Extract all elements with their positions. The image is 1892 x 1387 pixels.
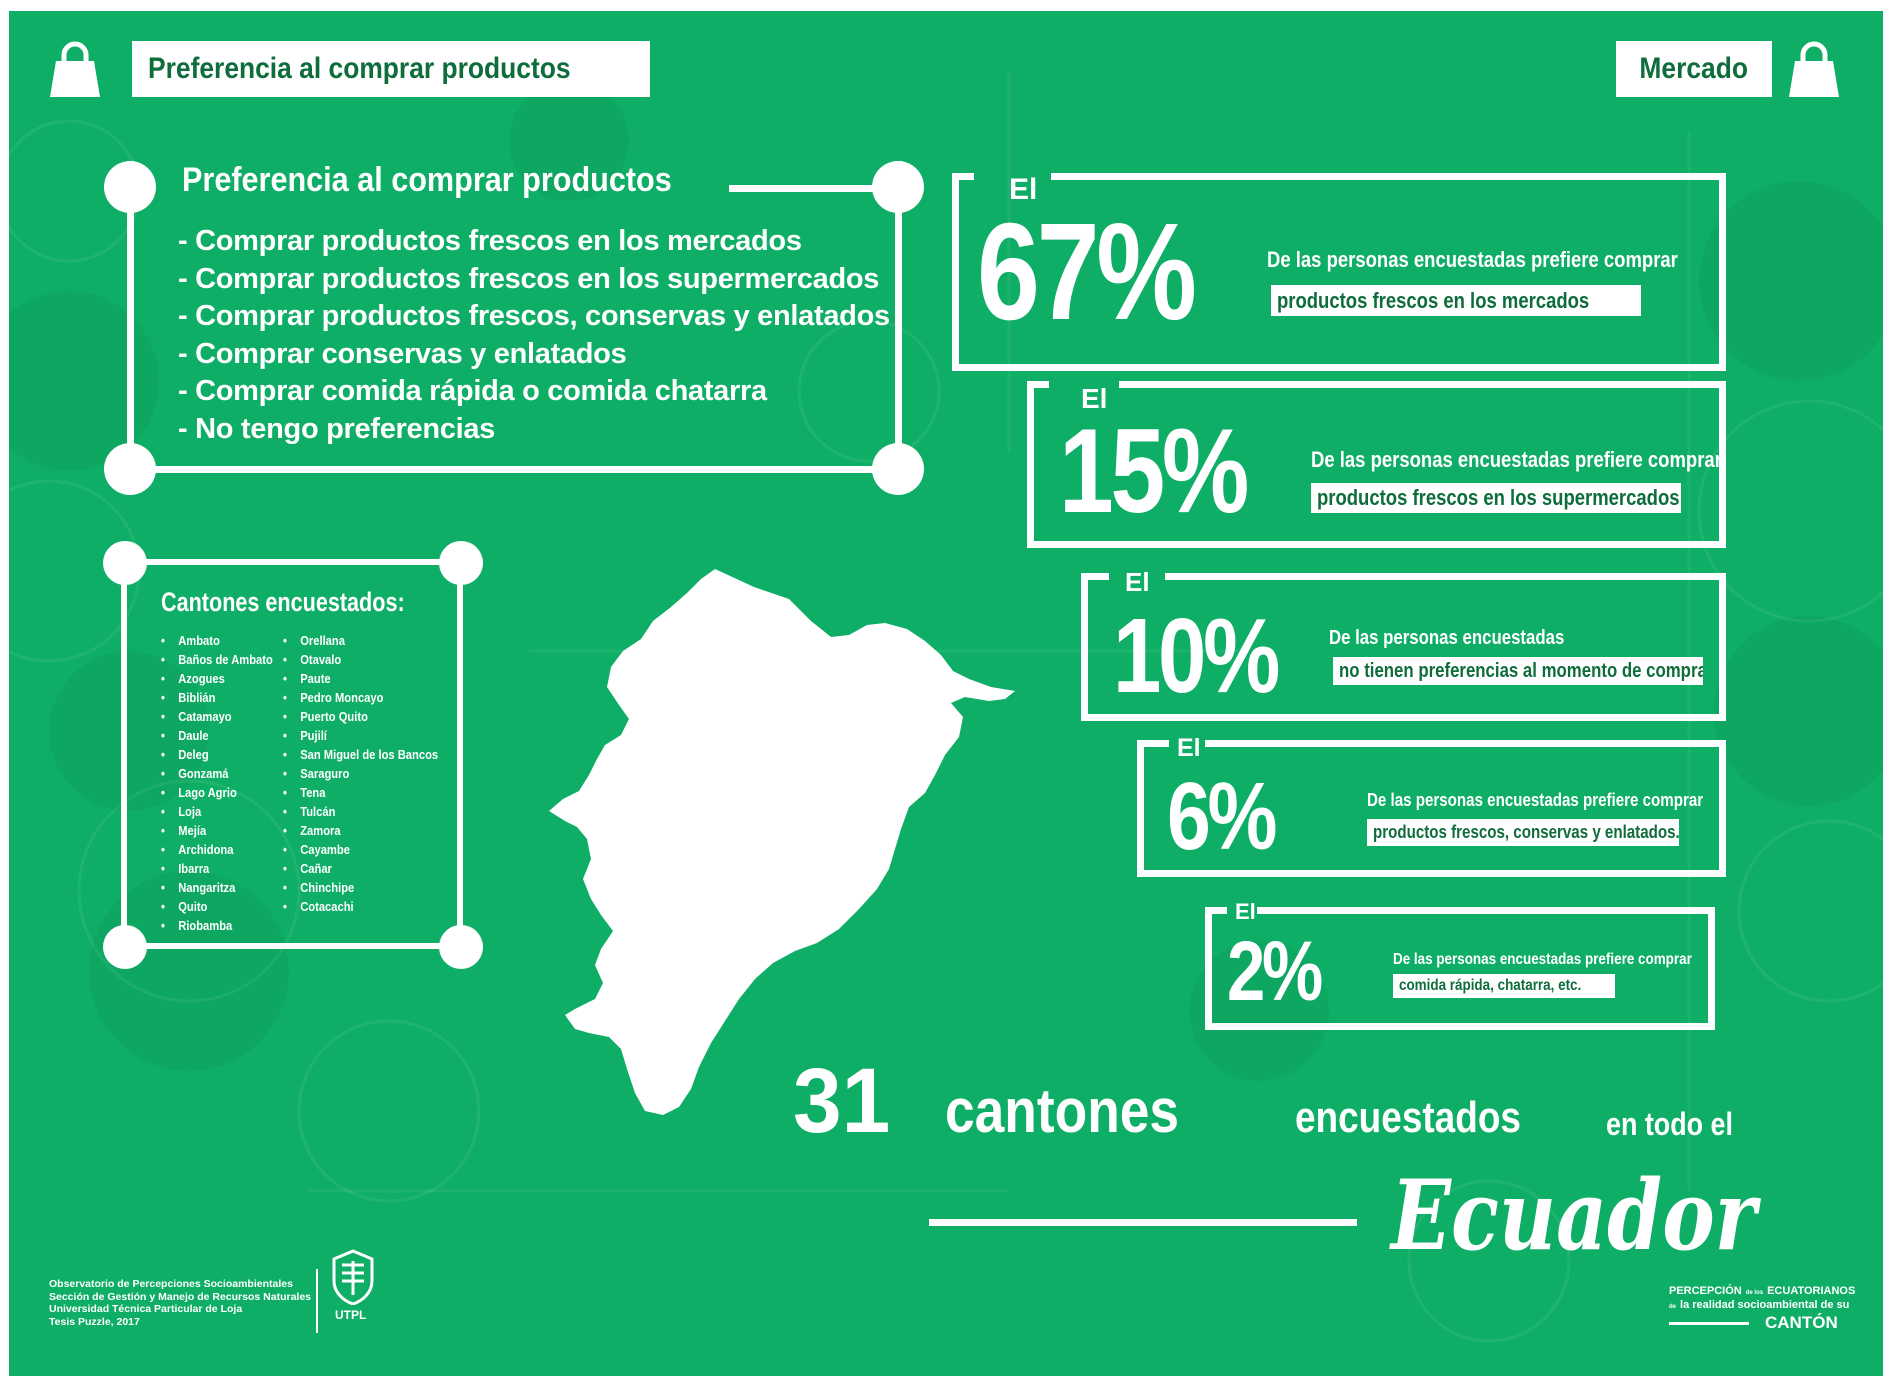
canton-item: Quito bbox=[161, 897, 273, 916]
preference-item: - No tengo preferencias bbox=[178, 412, 495, 445]
stat-percent: 10% bbox=[1113, 597, 1280, 715]
canton-item: Daule bbox=[161, 726, 273, 745]
stat-description: De las personas encuestadas prefiere com… bbox=[1367, 790, 1704, 810]
canton-item: Riobamba bbox=[161, 916, 273, 935]
footer-credits: Observatorio de Percepciones Socioambien… bbox=[49, 1278, 311, 1328]
cantons-column-2: Orellana Otavalo Paute Pedro Moncayo Pue… bbox=[283, 631, 438, 916]
brand-canton: CANTÓN bbox=[1765, 1313, 1838, 1332]
canton-item: Mejía bbox=[161, 821, 273, 840]
stat-percent: 67% bbox=[977, 195, 1197, 349]
canton-item: San Miguel de los Bancos bbox=[283, 745, 438, 764]
summary-cantones: cantones bbox=[945, 1077, 1180, 1146]
brand-line2b: la realidad socioambiental de su bbox=[1680, 1299, 1850, 1311]
stat-description: De las personas encuestadas bbox=[1329, 627, 1565, 649]
brand-line1a: PERCEPCIÓN bbox=[1669, 1285, 1742, 1297]
stat-highlight: comida rápida, chatarra, etc. bbox=[1393, 974, 1615, 998]
preference-item: - Comprar productos frescos en los super… bbox=[178, 262, 880, 295]
preferences-title: Preferencia al comprar productos bbox=[182, 161, 672, 199]
preference-item: - Comprar conservas y enlatados bbox=[178, 337, 627, 370]
preference-item: - Comprar comida rápida o comida chatarr… bbox=[178, 375, 767, 407]
utpl-crest-icon bbox=[332, 1249, 374, 1305]
shopping-bag-icon bbox=[1789, 41, 1839, 97]
canton-item: Paute bbox=[283, 669, 438, 688]
canton-item: Cayambe bbox=[283, 840, 438, 859]
canton-item: Ibarra bbox=[161, 859, 273, 878]
brand-line1c: ECUATORIANOS bbox=[1767, 1285, 1856, 1297]
brand-line2a: de bbox=[1669, 1304, 1677, 1310]
utpl-logo-label: UTPL bbox=[335, 1308, 367, 1322]
summary-country: Ecuador bbox=[1391, 1159, 1757, 1272]
stat-percent: 15% bbox=[1059, 404, 1249, 538]
canton-item: Catamayo bbox=[161, 707, 273, 726]
footer-line: Sección de Gestión y Manejo de Recursos … bbox=[49, 1290, 312, 1303]
stat-percent: 6% bbox=[1167, 763, 1277, 870]
footer-line: Universidad Técnica Particular de Loja bbox=[49, 1303, 243, 1315]
stat-description: De las personas encuestadas prefiere com… bbox=[1393, 951, 1692, 968]
footer-divider bbox=[316, 1269, 318, 1333]
canton-item: Ambato bbox=[161, 631, 273, 650]
canton-item: Zamora bbox=[283, 821, 438, 840]
preference-item: - Comprar productos frescos, conservas y… bbox=[178, 300, 890, 332]
market-title-box: Mercado bbox=[1616, 41, 1772, 97]
canton-item: Deleg bbox=[161, 745, 273, 764]
canton-item: Azogues bbox=[161, 669, 273, 688]
canton-item: Cotacachi bbox=[283, 897, 438, 916]
header-title-box: Preferencia al comprar productos bbox=[132, 41, 650, 97]
canton-item: Nangaritza bbox=[161, 878, 273, 897]
summary-encuestados: encuestados bbox=[1295, 1093, 1521, 1142]
stat-percent: 2% bbox=[1227, 924, 1323, 1018]
canton-item: Saraguro bbox=[283, 764, 438, 783]
stat-prefix: El bbox=[1125, 567, 1150, 597]
stat-prefix: El bbox=[1081, 383, 1108, 414]
summary-en-todo-el: en todo el bbox=[1606, 1106, 1733, 1142]
stat-highlight: productos frescos en los mercados bbox=[1271, 285, 1641, 316]
canton-item: Pedro Moncayo bbox=[283, 688, 438, 707]
canton-item: Otavalo bbox=[283, 650, 438, 669]
stat-highlight: productos frescos, conservas y enlatados… bbox=[1367, 819, 1679, 846]
preferences-list: - Comprar productos frescos en los merca… bbox=[178, 223, 890, 448]
canton-item: Tulcán bbox=[283, 802, 438, 821]
preference-item: - Comprar productos frescos en los merca… bbox=[178, 225, 802, 257]
summary-number: 31 bbox=[793, 1050, 891, 1152]
stat-highlight: no tienen preferencias al momento de com… bbox=[1333, 657, 1703, 685]
stat-description: De las personas encuestadas prefiere com… bbox=[1311, 447, 1722, 472]
stat-prefix: El bbox=[1235, 899, 1256, 924]
stat-description: De las personas encuestadas prefiere com… bbox=[1267, 247, 1678, 272]
header-title: Preferencia al comprar productos bbox=[148, 52, 571, 85]
canton-item: Biblián bbox=[161, 688, 273, 707]
stat-highlight: productos frescos en los supermercados bbox=[1311, 483, 1681, 513]
canton-item: Cañar bbox=[283, 859, 438, 878]
background-decoration bbox=[9, 71, 1883, 1343]
brand-line1b: de los bbox=[1745, 1290, 1764, 1296]
footer-line: Observatorio de Percepciones Socioambien… bbox=[49, 1278, 293, 1290]
canton-item: Chinchipe bbox=[283, 878, 438, 897]
stat-prefix: El bbox=[1177, 734, 1201, 762]
stat-prefix: El bbox=[1009, 173, 1038, 206]
market-title: Mercado bbox=[1639, 52, 1749, 85]
canton-item: Tena bbox=[283, 783, 438, 802]
canton-item: Loja bbox=[161, 802, 273, 821]
canton-item: Orellana bbox=[283, 631, 438, 650]
cantons-column-1: Ambato Baños de Ambato Azogues Biblián C… bbox=[161, 631, 273, 935]
shopping-bag-icon bbox=[50, 41, 100, 97]
canton-item: Archidona bbox=[161, 840, 273, 859]
canton-item: Baños de Ambato bbox=[161, 650, 273, 669]
cantons-title: Cantones encuestados: bbox=[161, 587, 405, 617]
canton-item: Puerto Quito bbox=[283, 707, 438, 726]
canton-item: Pujilí bbox=[283, 726, 438, 745]
brand-block: PERCEPCIÓN de los ECUATORIANOS de la rea… bbox=[1669, 1281, 1856, 1333]
ecuador-map bbox=[549, 569, 1015, 1115]
canton-item: Gonzamá bbox=[161, 764, 273, 783]
summary-underline bbox=[929, 1219, 1357, 1226]
footer-line: Tesis Puzzle, 2017 bbox=[49, 1315, 140, 1328]
canton-item: Lago Agrio bbox=[161, 783, 273, 802]
infographic-poster: Preferencia al comprar productos Mercado… bbox=[9, 11, 1883, 1376]
